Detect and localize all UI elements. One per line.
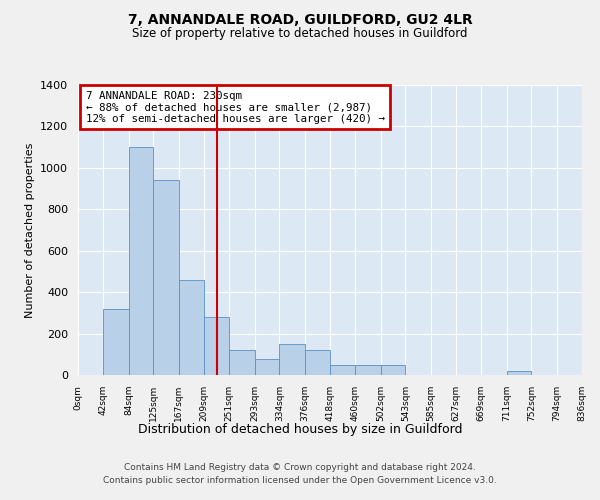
Bar [204, 317, 229, 375]
Bar [280, 344, 305, 375]
Bar [355, 364, 380, 375]
Bar [103, 308, 128, 375]
Bar [128, 147, 154, 375]
Text: Size of property relative to detached houses in Guildford: Size of property relative to detached ho… [132, 28, 468, 40]
Text: Contains public sector information licensed under the Open Government Licence v3: Contains public sector information licen… [103, 476, 497, 485]
Bar [254, 360, 280, 375]
Y-axis label: Number of detached properties: Number of detached properties [25, 142, 35, 318]
Text: Contains HM Land Registry data © Crown copyright and database right 2024.: Contains HM Land Registry data © Crown c… [124, 462, 476, 471]
Text: 7, ANNANDALE ROAD, GUILDFORD, GU2 4LR: 7, ANNANDALE ROAD, GUILDFORD, GU2 4LR [128, 12, 472, 26]
Bar [330, 364, 355, 375]
Bar [179, 280, 204, 375]
Bar [380, 364, 406, 375]
Text: 7 ANNANDALE ROAD: 230sqm
← 88% of detached houses are smaller (2,987)
12% of sem: 7 ANNANDALE ROAD: 230sqm ← 88% of detach… [86, 91, 385, 124]
Bar [305, 350, 330, 375]
Bar [506, 371, 532, 375]
Text: Distribution of detached houses by size in Guildford: Distribution of detached houses by size … [138, 422, 462, 436]
Bar [229, 350, 254, 375]
Bar [154, 180, 179, 375]
